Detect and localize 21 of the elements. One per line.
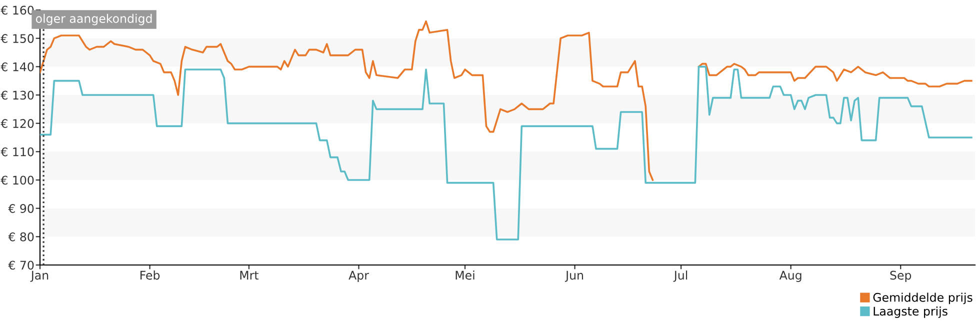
x-tick-label: Apr: [348, 270, 369, 282]
x-tick-label: Aug: [779, 270, 802, 282]
y-tick-label: € 140: [0, 62, 34, 72]
annotation: olger aangekondigd: [36, 14, 152, 26]
x-tick-label: Mrt: [240, 270, 259, 280]
y-tick-label: € 120: [0, 119, 34, 128]
y-tick-label: € 150: [0, 34, 34, 43]
x-tick-label: Jul: [673, 270, 688, 282]
x-tick-label: Jun: [564, 270, 584, 282]
legend-label: Gemiddelde prijs: [873, 292, 972, 304]
legend-label: Laagste prijs: [874, 306, 948, 318]
y-tick-label: € 90: [8, 204, 34, 213]
x-tick-label: Sep: [890, 270, 912, 282]
x-tick-label: Mei: [456, 270, 474, 280]
y-tick-label: € 110: [0, 147, 34, 156]
x-tick-label: Feb: [140, 270, 160, 280]
y-tick-label: € 130: [0, 90, 34, 100]
x-tick-label: Jan: [30, 270, 48, 282]
y-tick-label: € 100: [0, 176, 34, 185]
y-tick-label: € 80: [8, 232, 34, 242]
y-tick-label: € 70: [8, 260, 34, 270]
